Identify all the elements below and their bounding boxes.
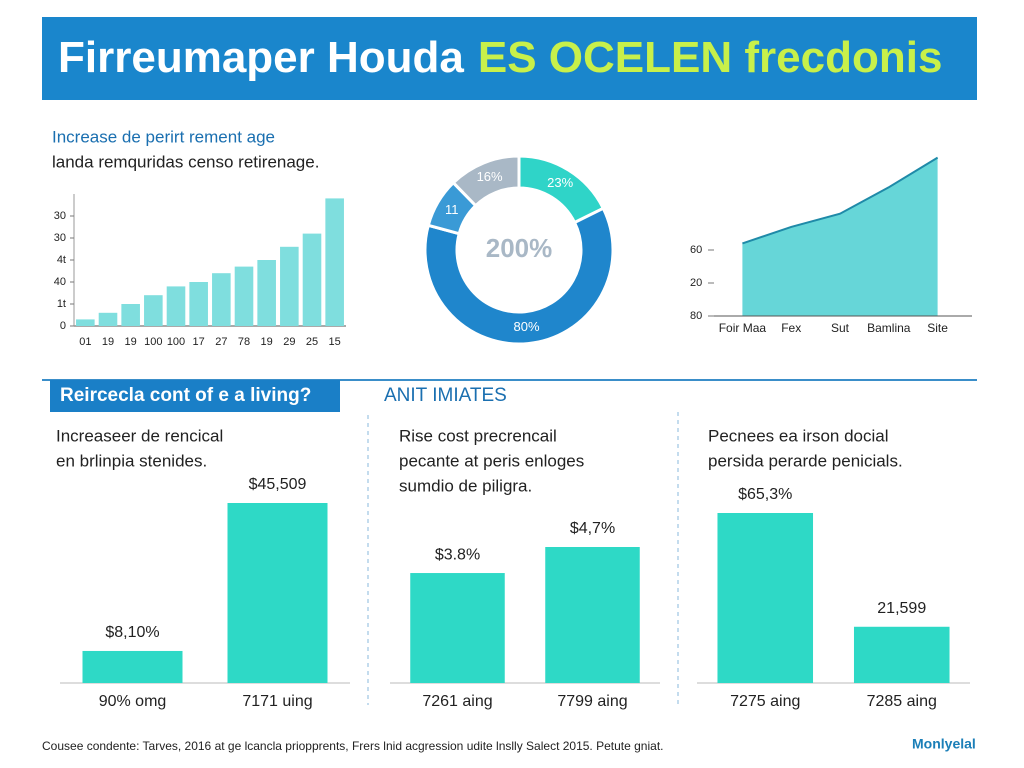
bar (853, 626, 950, 683)
value-label: $3.8% (435, 546, 480, 563)
chart-subtitle: en brlinpia stenides. (56, 451, 207, 470)
y-tick-label: 30 (54, 210, 66, 222)
bar (234, 266, 254, 326)
area-line (742, 156, 939, 245)
donut-slice (451, 154, 521, 208)
chart-subtitle: persida perarde penicials. (708, 451, 903, 470)
area (742, 157, 938, 316)
slice-label: 80% (514, 319, 540, 334)
x-tick-label: 100 (144, 336, 162, 348)
x-tick-label: 7275 aing (730, 693, 800, 710)
chart-subtitle: landa remquridas censo retirenage. (52, 152, 319, 171)
footer-logo: Monlyelal (912, 736, 976, 752)
bar (166, 286, 186, 326)
x-tick-label: 78 (238, 336, 250, 348)
x-tick-label: Bamlina (867, 321, 911, 335)
y-tick-label: 40 (54, 276, 66, 288)
x-tick-label: 7799 aing (557, 693, 627, 710)
x-tick-label: 7171 uing (242, 693, 312, 710)
value-label: $8,10% (105, 624, 159, 641)
bar (325, 198, 344, 326)
x-tick-label: 19 (125, 336, 137, 348)
slice-label: 23% (547, 175, 573, 190)
y-tick-label: 0 (60, 320, 66, 332)
x-tick-label: 19 (261, 336, 273, 348)
chart-title: Increaseer de rencical (56, 426, 223, 445)
header-band (42, 17, 977, 100)
chart-title: Rise cost precrencail (399, 426, 557, 445)
section-banner (50, 380, 340, 412)
bar (144, 295, 163, 326)
bar (717, 513, 814, 683)
x-tick-label: 27 (215, 336, 227, 348)
x-tick-label: 15 (329, 336, 341, 348)
bar (76, 319, 95, 326)
bar (82, 650, 183, 683)
donut-center: 200% (486, 233, 553, 263)
y-tick-label: 20 (690, 277, 702, 289)
chart-title: Increase de perirt rement age (52, 127, 275, 146)
bar (212, 273, 231, 326)
bar (189, 282, 208, 326)
slice-label: 11 (445, 202, 459, 217)
slice-label: 16% (477, 169, 503, 184)
value-label: 21,599 (877, 600, 926, 617)
header-title: Firreumaper Houda ES OCELEN frecdonis (58, 33, 942, 82)
x-tick-label: Foir Maa (719, 321, 767, 335)
x-tick-label: 90% omg (99, 693, 167, 710)
banner-text: Reircecla cont of e a living? (60, 385, 311, 406)
x-tick-label: Site (927, 321, 948, 335)
y-tick-label: 30 (54, 232, 66, 244)
bar (227, 503, 328, 683)
chart-subtitle: pecante at peris enloges (399, 451, 584, 470)
x-tick-label: 29 (283, 336, 295, 348)
y-tick-label: 80 (690, 310, 702, 322)
chart-title: Pecnees ea irson docial (708, 426, 889, 445)
x-tick-label: 17 (193, 336, 205, 348)
x-tick-label: 7285 aing (867, 693, 937, 710)
x-tick-label: Sut (831, 321, 850, 335)
value-label: $4,7% (570, 520, 615, 537)
y-tick-label: 60 (690, 244, 702, 256)
title-part: ES OCELEN frecdonis (478, 33, 943, 82)
x-tick-label: 25 (306, 336, 318, 348)
bar (98, 312, 118, 326)
x-tick-label: 19 (102, 336, 114, 348)
y-tick-label: 4t (57, 254, 66, 266)
x-tick-label: 7261 aing (422, 693, 492, 710)
bar (545, 547, 640, 683)
bar (302, 233, 322, 326)
bar (257, 260, 276, 326)
title-part: Firreumaper Houda (58, 33, 464, 82)
value-label: $65,3% (738, 486, 792, 503)
y-tick-label: 1t (57, 298, 66, 310)
bar (410, 573, 505, 683)
bar (280, 246, 299, 326)
x-tick-label: Fex (781, 321, 801, 335)
x-tick-label: 01 (79, 336, 91, 348)
section-label: ANIT IMIATES (384, 385, 507, 406)
value-label: $45,509 (249, 476, 307, 493)
donut-slice (423, 206, 615, 346)
chart-subtitle: sumdio de piligra. (399, 476, 532, 495)
x-tick-label: 100 (167, 336, 185, 348)
bar (121, 304, 140, 326)
footer-source: Cousee condente: Tarves, 2016 at ge lcan… (42, 739, 663, 753)
